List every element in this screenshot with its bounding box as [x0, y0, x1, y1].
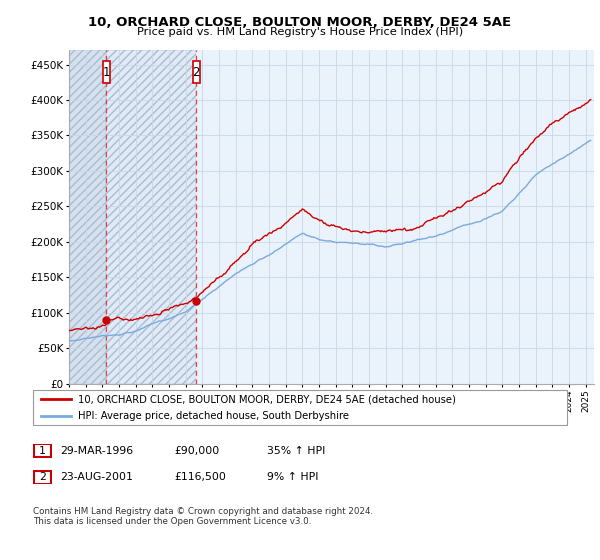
Text: HPI: Average price, detached house, South Derbyshire: HPI: Average price, detached house, Sout…	[77, 411, 349, 421]
Text: £116,500: £116,500	[174, 472, 226, 482]
Text: 1: 1	[39, 446, 46, 456]
Bar	[196, 50, 594, 384]
Text: 23-AUG-2001: 23-AUG-2001	[60, 472, 133, 482]
Bar	[106, 50, 196, 384]
Text: 35% ↑ HPI: 35% ↑ HPI	[267, 446, 325, 456]
Text: 2: 2	[193, 66, 200, 78]
Text: Contains HM Land Registry data © Crown copyright and database right 2024.
This d: Contains HM Land Registry data © Crown c…	[33, 507, 373, 526]
FancyBboxPatch shape	[103, 61, 110, 83]
Text: Price paid vs. HM Land Registry's House Price Index (HPI): Price paid vs. HM Land Registry's House …	[137, 27, 463, 37]
FancyBboxPatch shape	[193, 61, 200, 83]
Text: 29-MAR-1996: 29-MAR-1996	[60, 446, 133, 456]
Text: £90,000: £90,000	[174, 446, 219, 456]
Text: 9% ↑ HPI: 9% ↑ HPI	[267, 472, 319, 482]
Bar	[69, 50, 106, 384]
Bar	[106, 50, 196, 384]
Text: 10, ORCHARD CLOSE, BOULTON MOOR, DERBY, DE24 5AE (detached house): 10, ORCHARD CLOSE, BOULTON MOOR, DERBY, …	[77, 394, 455, 404]
Text: 1: 1	[103, 66, 110, 78]
Text: 2: 2	[39, 472, 46, 482]
Bar	[69, 50, 106, 384]
Text: 10, ORCHARD CLOSE, BOULTON MOOR, DERBY, DE24 5AE: 10, ORCHARD CLOSE, BOULTON MOOR, DERBY, …	[88, 16, 512, 29]
